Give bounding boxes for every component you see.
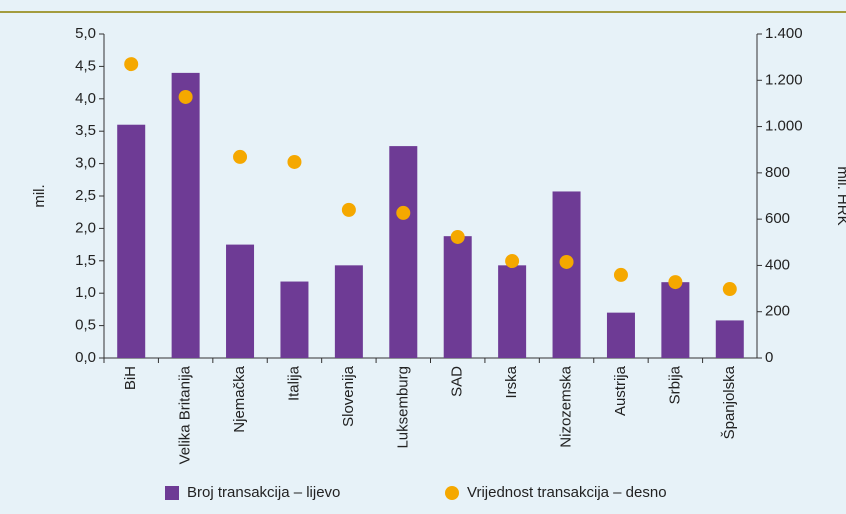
- dot: [233, 149, 248, 164]
- dot: [505, 254, 520, 269]
- y-axis-label: mil.: [31, 184, 48, 207]
- x-tick-label: Njemačka: [231, 365, 248, 432]
- x-tick-label: Španjolska: [721, 365, 738, 439]
- bar: [552, 191, 581, 358]
- legend-dot: [445, 486, 459, 500]
- x-tick-label: Slovenija: [340, 365, 357, 427]
- y-tick-label: 4,5: [75, 57, 96, 74]
- dot: [668, 275, 683, 290]
- dot: [341, 202, 356, 217]
- bar: [117, 124, 146, 358]
- dot: [178, 89, 193, 104]
- x-tick-label: Austrija: [612, 365, 629, 416]
- y-tick-label: 3,5: [75, 122, 96, 139]
- y2-tick-label: 400: [765, 256, 790, 273]
- dot: [450, 229, 465, 244]
- x-tick-label: Srbija: [666, 365, 683, 404]
- bar: [280, 281, 309, 358]
- x-tick-label: Luksemburg: [394, 366, 411, 449]
- bar: [661, 282, 690, 358]
- y-tick-label: 0,0: [75, 349, 96, 366]
- y2-tick-label: 0: [765, 349, 773, 366]
- legend-label: Vrijednost transakcija – desno: [467, 484, 667, 501]
- y-tick-label: 1,0: [75, 284, 96, 301]
- x-tick-label: Velika Britanija: [177, 365, 194, 464]
- dot: [613, 267, 628, 282]
- dot: [396, 205, 411, 220]
- bar: [606, 312, 635, 358]
- y-tick-label: 2,0: [75, 219, 96, 236]
- y2-axis-label: mil. HRK: [834, 166, 846, 225]
- bar: [443, 236, 472, 358]
- dot: [559, 254, 574, 269]
- y2-tick-label: 1.000: [765, 118, 803, 135]
- y-tick-label: 1,5: [75, 252, 96, 269]
- dot: [287, 154, 302, 169]
- y-tick-label: 2,5: [75, 187, 96, 204]
- y2-tick-label: 600: [765, 210, 790, 227]
- x-tick-label: Irska: [503, 365, 520, 398]
- x-tick-label: BiH: [122, 366, 139, 390]
- y2-tick-label: 1.400: [765, 25, 803, 42]
- legend-label: Broj transakcija – lijevo: [187, 484, 340, 501]
- bar: [334, 265, 363, 358]
- y-tick-label: 0,5: [75, 317, 96, 334]
- y-tick-label: 4,0: [75, 90, 96, 107]
- dot: [124, 57, 139, 72]
- x-tick-label: Nizozemska: [558, 365, 575, 447]
- bar: [715, 320, 744, 358]
- bar: [389, 146, 418, 358]
- x-tick-label: Italija: [285, 365, 302, 401]
- y-tick-label: 3,0: [75, 155, 96, 172]
- legend-swatch: [165, 486, 179, 500]
- y2-tick-label: 1.200: [765, 71, 803, 88]
- y-tick-label: 5,0: [75, 25, 96, 42]
- bar: [498, 265, 527, 358]
- y2-tick-label: 200: [765, 303, 790, 320]
- dot: [722, 282, 737, 297]
- bar: [171, 72, 200, 358]
- y2-tick-label: 800: [765, 164, 790, 181]
- x-tick-label: SAD: [449, 366, 466, 397]
- bar: [226, 244, 255, 358]
